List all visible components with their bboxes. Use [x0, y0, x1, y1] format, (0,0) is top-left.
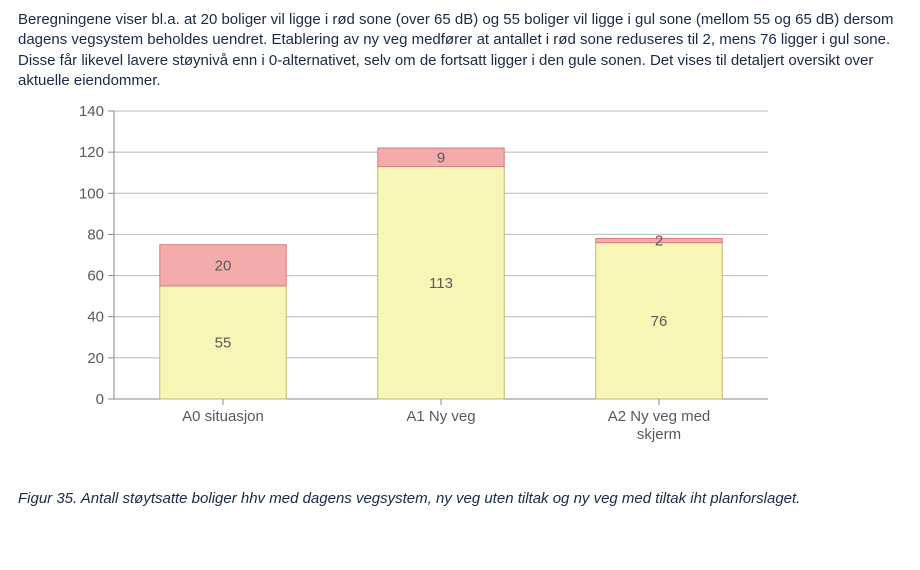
- svg-text:120: 120: [79, 144, 104, 161]
- bar-value-red: 2: [655, 233, 663, 250]
- bar-value-red: 20: [215, 257, 232, 274]
- category-label: A1 Ny veg: [406, 408, 475, 425]
- stacked-bar-chart: 0 20 40 60 80 100 120 140 55 20 A0 situasjon 113 9 A1…: [48, 99, 778, 459]
- intro-paragraph: Beregningene viser bl.a. at 20 boliger v…: [18, 10, 902, 91]
- svg-text:140: 140: [79, 103, 104, 120]
- figure-caption: Figur 35. Antall støytsatte boliger hhv …: [18, 489, 902, 509]
- bar-value-yellow: 76: [651, 313, 668, 330]
- bar-value-red: 9: [437, 149, 445, 166]
- svg-text:60: 60: [87, 268, 104, 285]
- category-label: A2 Ny veg medskjerm: [608, 408, 711, 443]
- chart-container: 0 20 40 60 80 100 120 140 55 20 A0 situasjon 113 9 A1…: [48, 99, 778, 459]
- bar-value-yellow: 55: [215, 334, 232, 351]
- svg-text:100: 100: [79, 185, 104, 202]
- svg-text:0: 0: [96, 391, 104, 408]
- svg-text:40: 40: [87, 309, 104, 326]
- svg-text:80: 80: [87, 226, 104, 243]
- bar-value-yellow: 113: [429, 275, 453, 292]
- svg-text:20: 20: [87, 350, 104, 367]
- category-label: A0 situasjon: [182, 408, 264, 425]
